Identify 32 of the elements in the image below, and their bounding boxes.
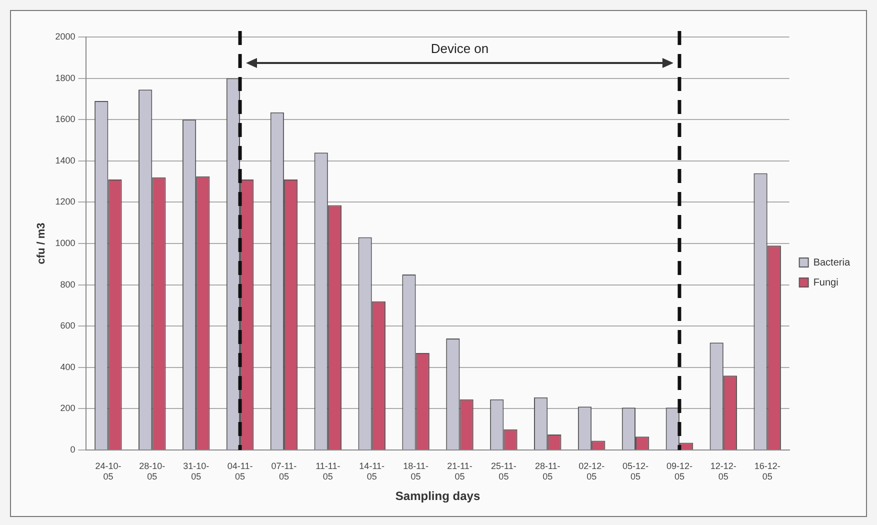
x-tick-label: 07-11-05 — [271, 460, 297, 482]
x-tick-label: 02-12-05 — [578, 460, 605, 482]
x-tick-label: 11-11-05 — [316, 460, 340, 482]
y-axis-title: cfu / m3 — [36, 222, 48, 264]
x-tick-label: 14-11-05 — [359, 460, 385, 482]
x-tick-label: 12-12-05 — [710, 460, 736, 482]
x-tick-label: 09-12-05 — [666, 460, 692, 482]
x-axis-title: Sampling days — [395, 489, 480, 504]
y-tick-label: 2000 — [55, 31, 76, 42]
x-tick-label: 25-11-05 — [491, 460, 516, 482]
x-tick-label: 31-10-05 — [183, 460, 210, 482]
y-tick-label: 400 — [60, 362, 76, 372]
y-tick-label: 1400 — [55, 155, 76, 166]
y-tick-label: 800 — [60, 279, 76, 290]
legend-label: Bacteria — [813, 257, 850, 268]
x-tick-label: 05-12-05 — [622, 460, 649, 482]
y-tick-label: 1000 — [55, 238, 76, 248]
x-tick-label: 24-10-05 — [95, 460, 122, 482]
legend-label: Fungi — [813, 277, 838, 288]
annotation: Device on — [430, 41, 489, 56]
x-tick-label: 16-12-05 — [754, 460, 780, 482]
y-tick-label: 0 — [70, 444, 76, 454]
y-tick-label: 1800 — [55, 72, 76, 83]
x-tick-label: 28-10-05 — [139, 460, 166, 482]
y-tick-label: 1200 — [55, 196, 76, 207]
x-tick-label: 21-11-05 — [447, 460, 472, 482]
x-tick-label: 04-11-05 — [227, 460, 253, 482]
x-tick-label: 28-11-05 — [534, 460, 560, 482]
y-tick-label: 600 — [60, 320, 76, 331]
y-tick-label: 1600 — [55, 114, 76, 124]
x-tick-label: 18-11-05 — [403, 460, 428, 482]
y-tick-label: 200 — [60, 403, 76, 414]
